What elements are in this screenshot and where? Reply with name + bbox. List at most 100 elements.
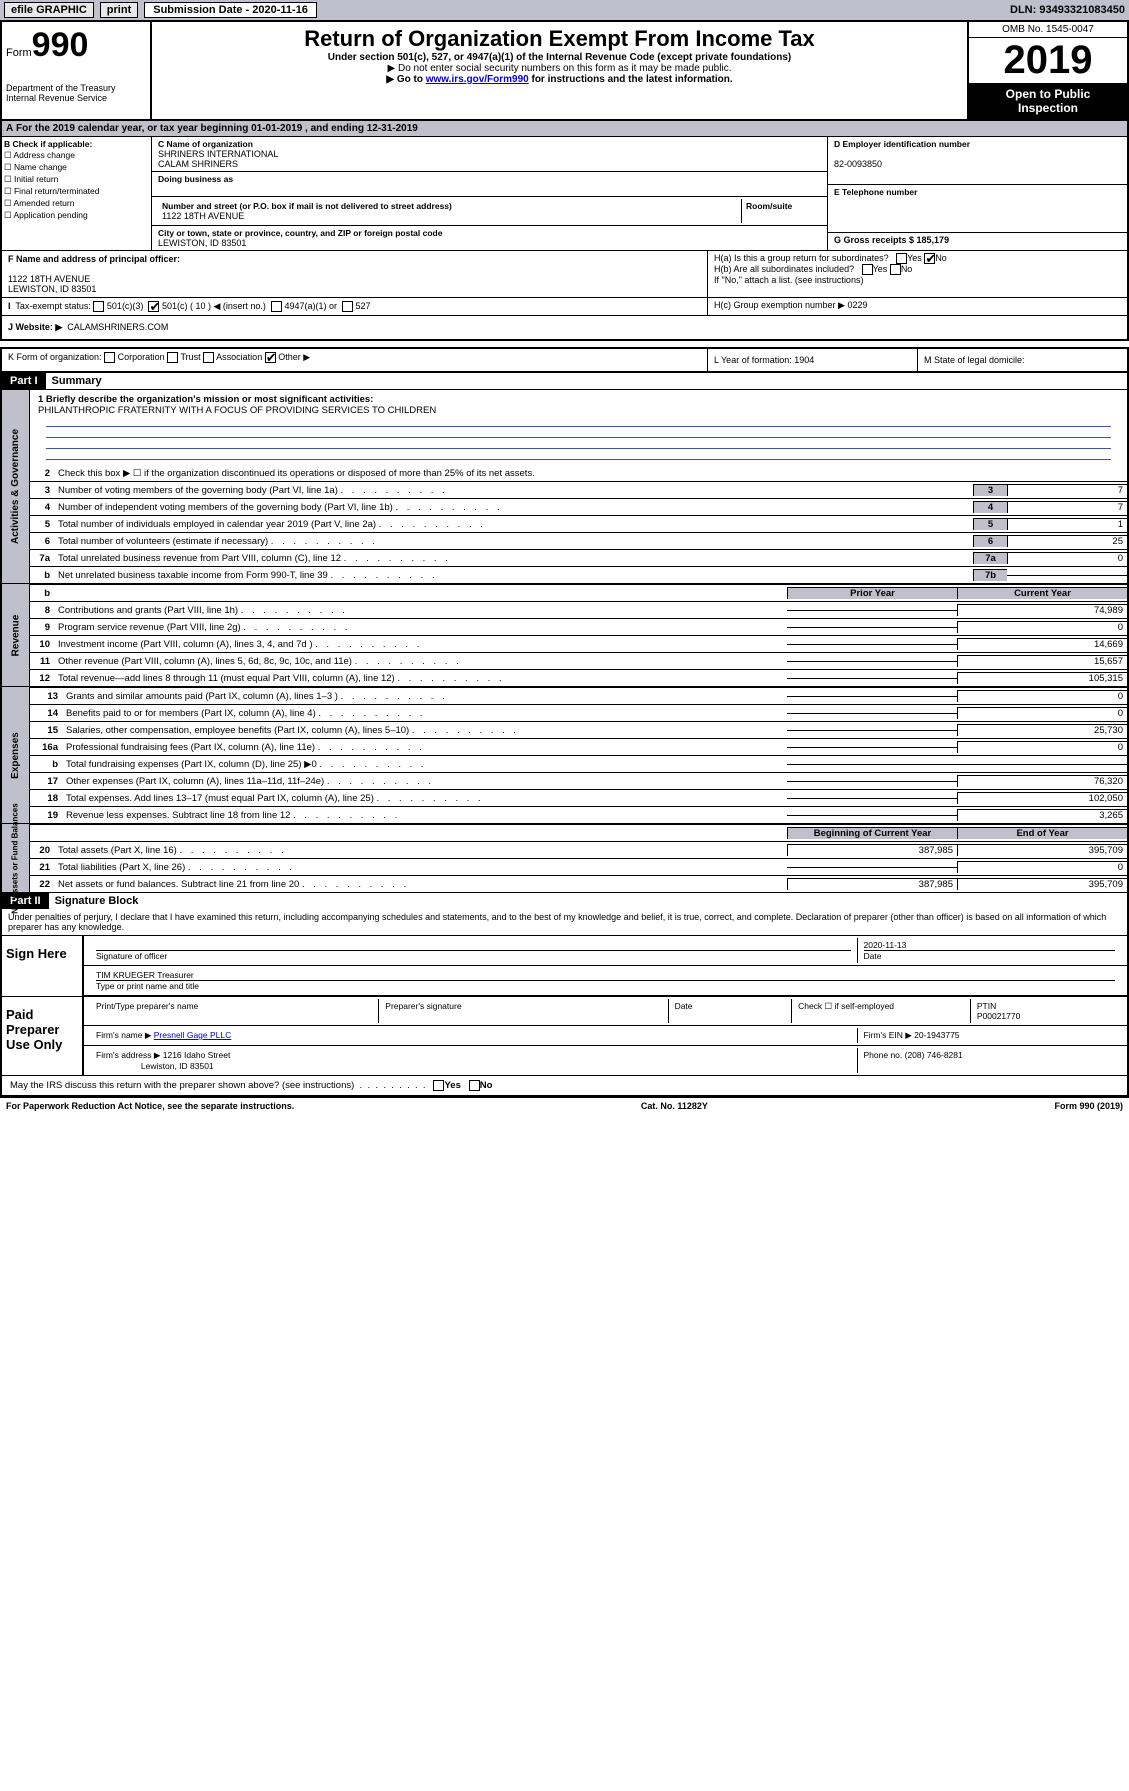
form-number: Form990 [6,26,146,65]
org-name2: CALAM SHRINERS [158,159,821,169]
gross-receipts: G Gross receipts $ 185,179 [834,235,949,245]
i-501c[interactable] [148,301,159,312]
omb-number: OMB No. 1545-0047 [969,22,1127,38]
firm-addr: 1216 Idaho Street [163,1050,231,1060]
website: CALAMSHRINERS.COM [67,322,168,332]
sign-here: Sign Here [2,936,82,996]
ein-label: D Employer identification number [834,139,1121,149]
chk-amended[interactable]: ☐ Amended return [4,198,149,209]
irs: Internal Revenue Service [6,93,146,103]
city-label: City or town, state or province, country… [158,228,821,238]
paperwork-notice: For Paperwork Reduction Act Notice, see … [6,1101,294,1111]
line2: Check this box ▶ ☐ if the organization d… [54,468,1127,479]
current-year-hdr: Current Year [957,587,1127,599]
self-employed-check[interactable]: Check ☐ if self-employed [792,999,971,1023]
revenue-section: Revenue b Prior Year Current Year 8Contr… [0,584,1129,687]
address-label: Number and street (or P.O. box if mail i… [162,201,737,211]
print-button[interactable]: print [100,2,138,18]
ptin: P00021770 [977,1011,1021,1021]
form-subtitle: Under section 501(c), 527, or 4947(a)(1)… [156,52,963,63]
firm-name-link[interactable]: Presnell Gage PLLC [154,1030,232,1040]
entity-info: B Check if applicable: ☐ Address change … [0,137,1129,251]
org-name-label: C Name of organization [158,139,821,149]
tax-year-line: For the 2019 calendar year, or tax year … [16,123,418,134]
room-label: Room/suite [746,201,817,211]
footer: For Paperwork Reduction Act Notice, see … [0,1097,1129,1114]
side-expenses: Expenses [10,732,21,779]
k-assoc[interactable] [203,352,214,363]
chk-initial[interactable]: ☐ Initial return [4,174,149,185]
paid-preparer: Paid Preparer Use Only [2,997,82,1075]
address: 1122 18TH AVENUE [162,211,737,221]
dba-label: Doing business as [158,174,821,184]
officer-label: F Name and address of principal officer: [8,254,701,264]
form-990: 990 [32,26,89,64]
discuss-row: May the IRS discuss this return with the… [2,1075,1127,1095]
begin-year-hdr: Beginning of Current Year [787,827,957,839]
i-501c3[interactable] [93,301,104,312]
goto-note: ▶ Go to www.irs.gov/Form990 for instruct… [156,74,963,85]
submission-date: Submission Date - 2020-11-16 [144,2,317,18]
part2-title: Signature Block [49,893,145,909]
officer-name: TIM KRUEGER Treasurer [96,970,1115,981]
tax-year: 2019 [969,38,1127,83]
preparer-name-label: Print/Type preparer's name [90,999,379,1023]
irs-link[interactable]: www.irs.gov/Form990 [426,74,529,85]
hb-yes[interactable] [862,264,873,275]
city: LEWISTON, ID 83501 [158,238,821,248]
end-year-hdr: End of Year [957,827,1127,839]
dln: DLN: 93493321083450 [1010,4,1125,16]
form-ref: Form 990 (2019) [1054,1101,1123,1111]
cat-no: Cat. No. 11282Y [641,1101,708,1111]
officer-addr1: 1122 18TH AVENUE [8,274,701,284]
ssn-note: ▶ Do not enter social security numbers o… [156,63,963,74]
side-revenue: Revenue [10,614,21,656]
i-527[interactable] [342,301,353,312]
mission-text: PHILANTHROPIC FRATERNITY WITH A FOCUS OF… [38,405,436,416]
part2-header: Part II [2,893,49,909]
part1-title: Summary [46,373,108,389]
side-netassets: Net Assets or Fund Balances [11,803,20,913]
state-domicile: M State of legal domicile: [918,349,1127,371]
discuss-yes[interactable] [433,1080,444,1091]
chk-address[interactable]: ☐ Address change [4,150,149,161]
prior-year-hdr: Prior Year [787,587,957,599]
officer-addr2: LEWISTON, ID 83501 [8,284,701,294]
website-label: J Website: ▶ [8,322,62,332]
org-name: SHRINERS INTERNATIONAL [158,149,821,159]
netassets-section: Net Assets or Fund Balances Beginning of… [0,824,1129,893]
phone-label: E Telephone number [834,187,1121,197]
governance-section: Activities & Governance 1 Briefly descri… [0,390,1129,584]
discuss-no[interactable] [469,1080,480,1091]
h-a: H(a) Is this a group return for subordin… [714,253,1121,264]
k-other[interactable] [265,352,276,363]
k-corp[interactable] [104,352,115,363]
chk-pending[interactable]: ☐ Application pending [4,210,149,221]
hb-no[interactable] [890,264,901,275]
side-governance: Activities & Governance [10,429,21,544]
part1-header: Part I [2,373,46,389]
form-prefix: Form [6,47,32,59]
firm-phone: Phone no. (208) 746-8281 [858,1048,1122,1073]
sig-officer-label: Signature of officer [96,951,167,961]
form-header: Form990 Department of the Treasury Inter… [0,20,1129,121]
department: Department of the Treasury [6,83,146,93]
preparer-sig-label: Preparer's signature [379,999,668,1023]
mission-label: 1 Briefly describe the organization's mi… [38,394,373,405]
chk-final[interactable]: ☐ Final return/terminated [4,186,149,197]
efile-button[interactable]: efile GRAPHIC [4,2,94,18]
form-title: Return of Organization Exempt From Incom… [156,26,963,52]
h-b-note: If "No," attach a list. (see instruction… [714,275,1121,285]
ha-yes[interactable] [896,253,907,264]
chk-name[interactable]: ☐ Name change [4,162,149,173]
i-4947[interactable] [271,301,282,312]
signature-block: Under penalties of perjury, I declare th… [0,909,1129,1097]
k-trust[interactable] [167,352,178,363]
ha-no[interactable] [924,253,935,264]
k-label: K Form of organization: [8,352,102,362]
preparer-date-label: Date [669,999,793,1023]
ein: 82-0093850 [834,159,1121,169]
topbar: efile GRAPHIC print Submission Date - 20… [0,0,1129,20]
expenses-section: Expenses 13Grants and similar amounts pa… [0,687,1129,824]
tax-status-label: Tax-exempt status: [15,301,91,311]
